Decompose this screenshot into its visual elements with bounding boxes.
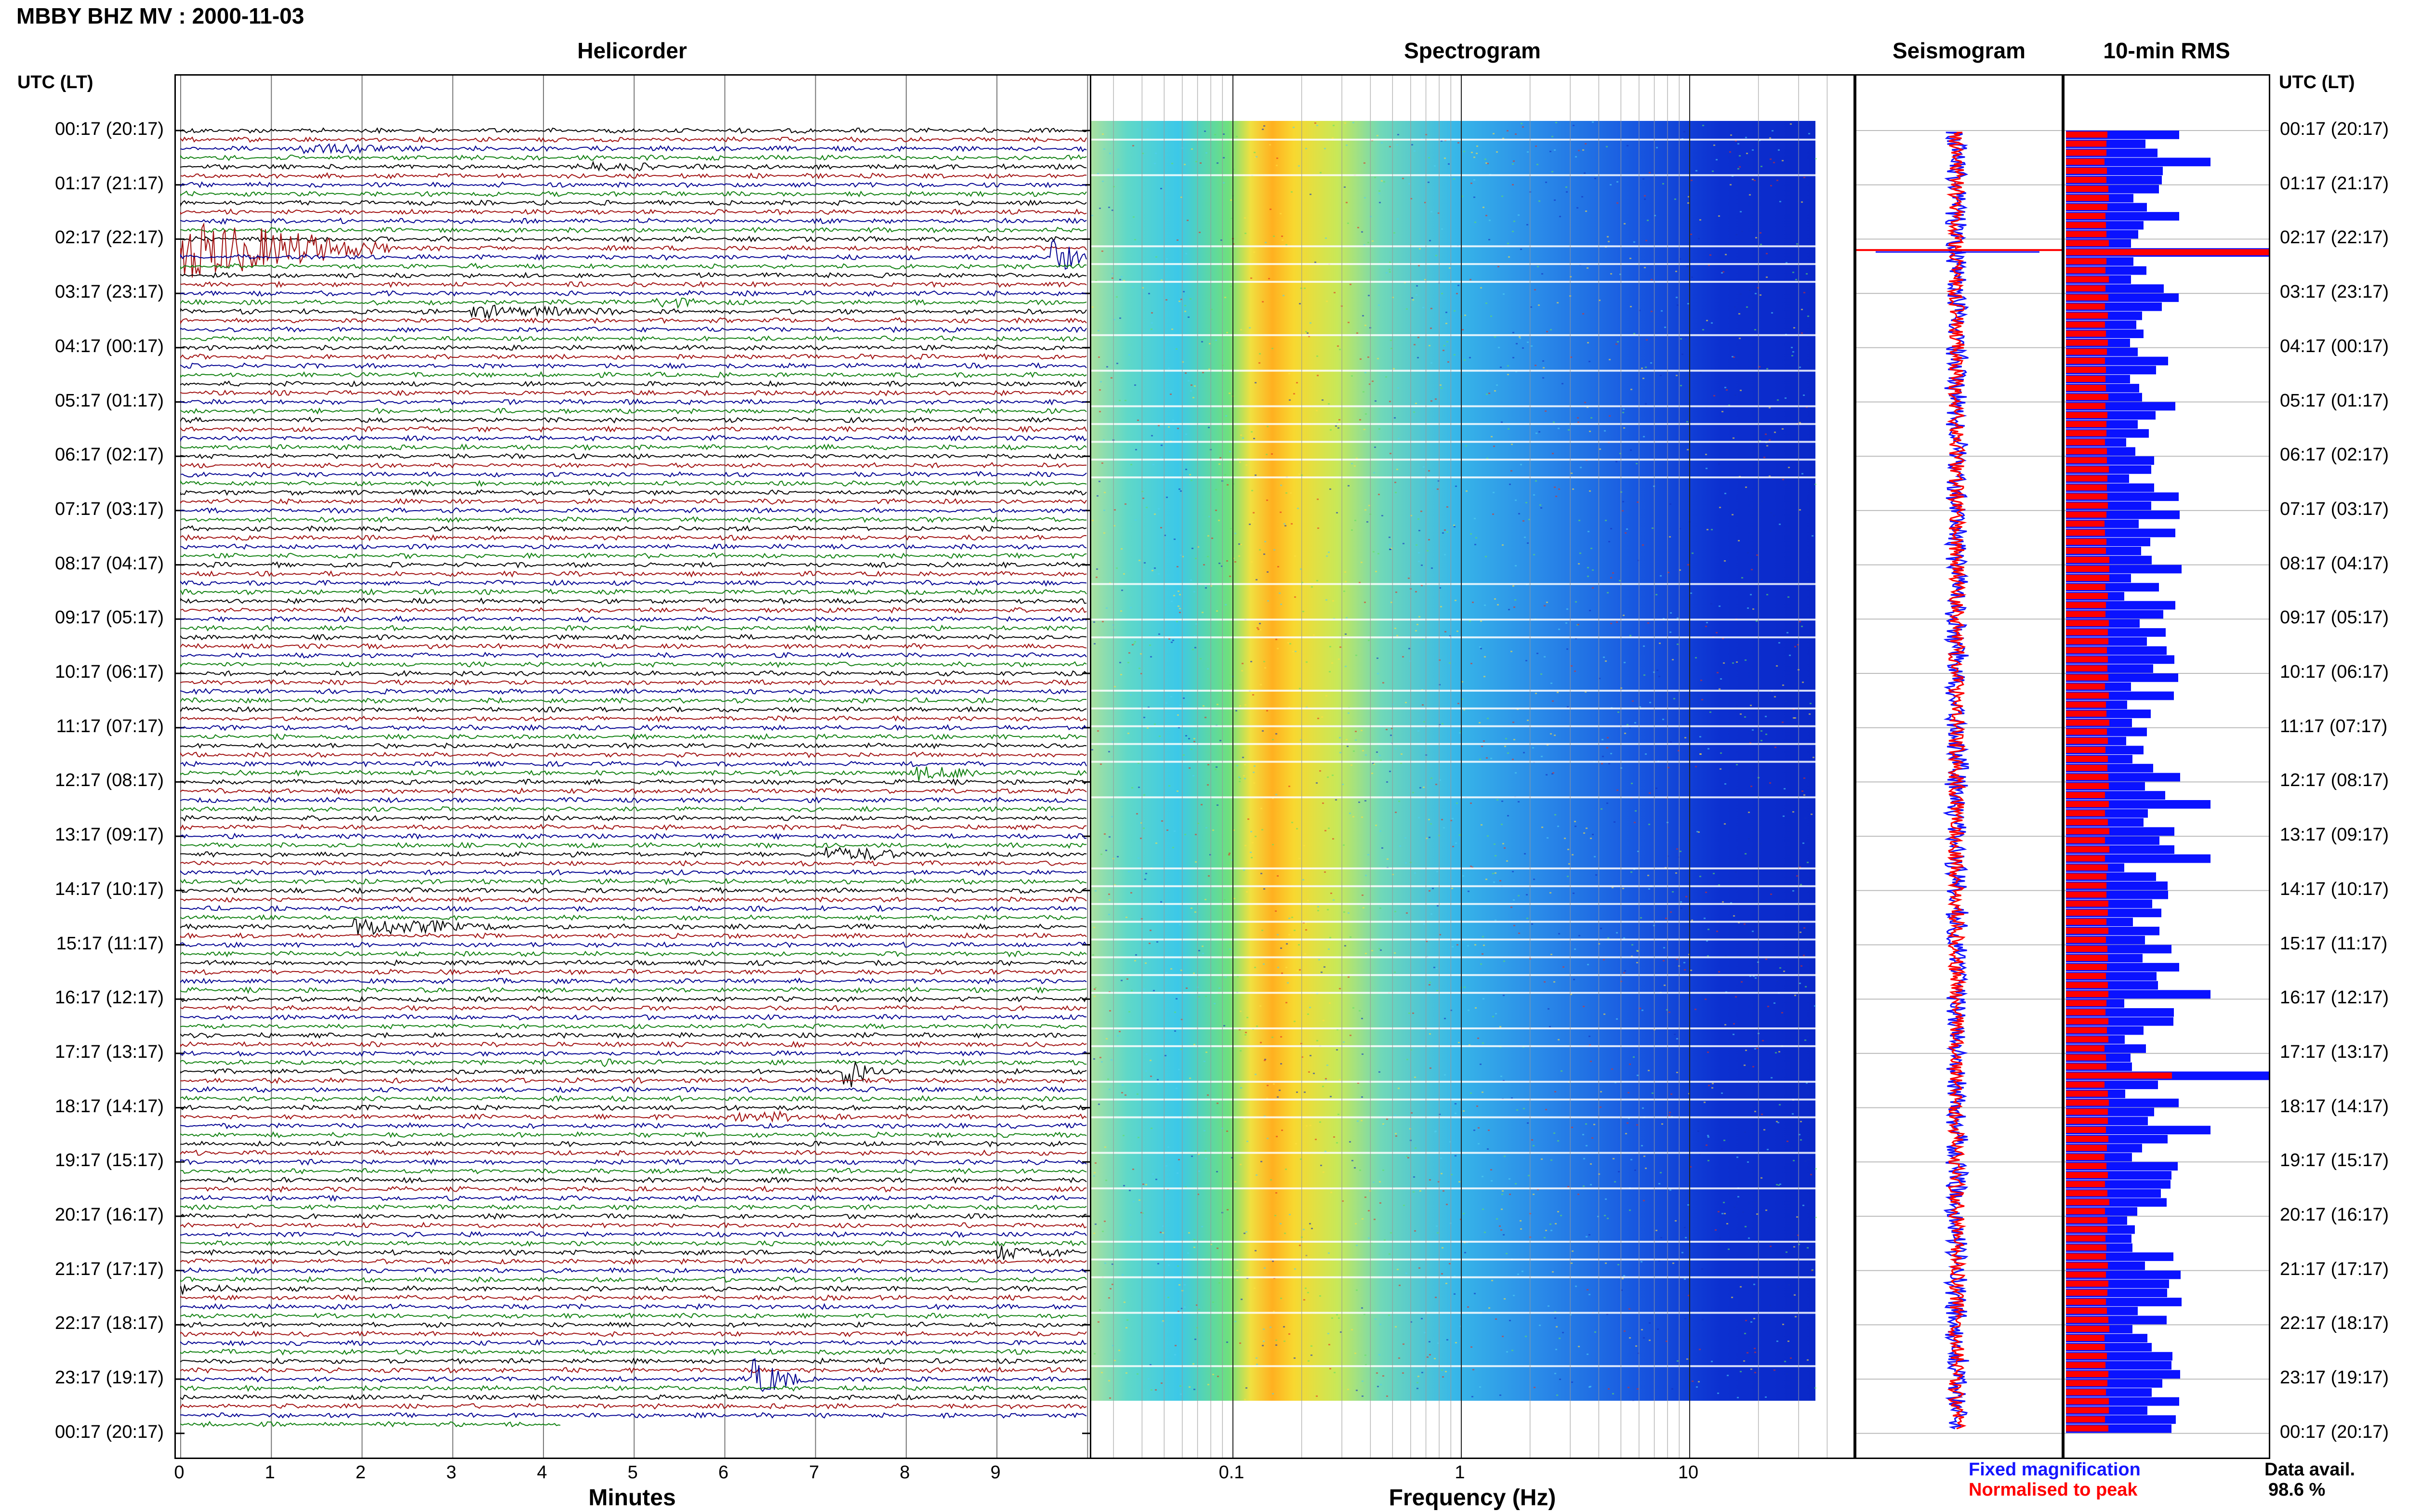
- seismogram-title: Seismogram: [1892, 38, 2026, 63]
- right-time-label: 01:17 (21:17): [2280, 173, 2389, 194]
- right-time-label: 19:17 (15:17): [2280, 1150, 2389, 1171]
- right-time-label: 06:17 (02:17): [2280, 445, 2389, 465]
- left-time-label: 03:17 (23:17): [54, 282, 164, 302]
- spectrogram-panel: [1090, 74, 1855, 1459]
- frequency-tick-label: 1: [1455, 1462, 1465, 1483]
- left-time-label: 22:17 (18:17): [54, 1313, 164, 1334]
- left-time-label: 19:17 (15:17): [54, 1150, 164, 1171]
- minute-tick-label: 7: [809, 1462, 820, 1483]
- left-time-label: 08:17 (04:17): [54, 553, 164, 574]
- frequency-tick-label: 10: [1678, 1462, 1699, 1483]
- left-time-label: 15:17 (11:17): [56, 933, 164, 954]
- right-time-label: 14:17 (10:17): [2280, 879, 2389, 899]
- right-time-label: 08:17 (04:17): [2280, 553, 2389, 574]
- left-time-label: 02:17 (22:17): [54, 227, 164, 248]
- left-time-label: 21:17 (17:17): [54, 1259, 164, 1279]
- left-time-label: 14:17 (10:17): [54, 879, 164, 899]
- minute-tick-label: 4: [537, 1462, 547, 1483]
- right-time-label: 16:17 (12:17): [2280, 987, 2389, 1008]
- left-time-label: 06:17 (02:17): [54, 445, 164, 465]
- frequency-tick-label: 0.1: [1218, 1462, 1244, 1483]
- spectrogram-title: Spectrogram: [1404, 38, 1541, 63]
- seismogram-panel: [1855, 74, 2063, 1459]
- right-time-label: 09:17 (05:17): [2280, 607, 2389, 628]
- minute-tick-label: 9: [990, 1462, 1001, 1483]
- minute-tick-label: 0: [174, 1462, 185, 1483]
- left-time-label: 05:17 (01:17): [54, 390, 164, 411]
- left-time-label: 07:17 (03:17): [54, 499, 164, 519]
- right-time-label: 03:17 (23:17): [2280, 282, 2389, 302]
- right-time-label: 04:17 (00:17): [2280, 336, 2389, 356]
- spectrogram-image: [1091, 76, 1828, 1458]
- left-time-label: 04:17 (00:17): [54, 336, 164, 356]
- seismogram-trace: [1856, 130, 2062, 1434]
- rms-panel: [2063, 74, 2270, 1459]
- spectrogram-xlabel: Frequency (Hz): [1389, 1485, 1556, 1511]
- helicorder-traces: [176, 76, 1091, 1458]
- right-time-label: 00:17 (20:17): [2280, 119, 2389, 139]
- minute-tick-label: 5: [627, 1462, 638, 1483]
- right-time-label: 22:17 (18:17): [2280, 1313, 2389, 1334]
- right-time-label: 07:17 (03:17): [2280, 499, 2389, 519]
- rms-bars: [2065, 130, 2269, 1434]
- right-time-label: 05:17 (01:17): [2280, 390, 2389, 411]
- page-title: MBBY BHZ MV : 2000-11-03: [16, 3, 304, 28]
- right-time-label: 02:17 (22:17): [2280, 227, 2389, 248]
- minute-tick-label: 2: [355, 1462, 366, 1483]
- rms-title: 10-min RMS: [2103, 38, 2230, 63]
- right-time-label: 18:17 (14:17): [2280, 1096, 2389, 1117]
- right-time-label: 11:17 (07:17): [2280, 716, 2388, 736]
- right-time-label: 23:17 (19:17): [2280, 1367, 2389, 1388]
- left-time-label: 17:17 (13:17): [54, 1041, 164, 1062]
- left-time-label: 13:17 (09:17): [54, 825, 164, 845]
- left-time-label: 23:17 (19:17): [54, 1367, 164, 1388]
- left-time-label: 16:17 (12:17): [54, 987, 164, 1008]
- minute-tick-label: 6: [718, 1462, 728, 1483]
- left-time-label: 12:17 (08:17): [54, 770, 164, 791]
- left-time-label: 00:17 (20:17): [54, 119, 164, 139]
- right-time-axis: 00:17 (20:17) 01:17 (21:17) 02:17 (22:17) 0…: [2270, 0, 2409, 1512]
- helicorder-panel: [174, 74, 1092, 1459]
- data-avail-label: Data avail.: [2264, 1459, 2355, 1480]
- right-time-label: 12:17 (08:17): [2280, 770, 2389, 791]
- left-time-label: 11:17 (07:17): [56, 716, 164, 736]
- left-time-label: 18:17 (14:17): [54, 1096, 164, 1117]
- utc-header-left: UTC (LT): [17, 72, 93, 92]
- left-time-label: 10:17 (06:17): [54, 662, 164, 682]
- right-time-label: 15:17 (11:17): [2280, 933, 2388, 954]
- right-time-label: 20:17 (16:17): [2280, 1205, 2389, 1225]
- helicorder-xlabel: Minutes: [588, 1485, 676, 1511]
- right-time-label: 10:17 (06:17): [2280, 662, 2389, 682]
- utc-header-right: UTC (LT): [2279, 72, 2355, 92]
- right-time-label: 21:17 (17:17): [2280, 1259, 2389, 1279]
- data-avail-value: 98.6 %: [2268, 1480, 2326, 1500]
- legend-fixed-magnification: Fixed magnification: [1969, 1459, 2141, 1480]
- frequency-tick-labels: 0.1 1 10: [1090, 1459, 1855, 1488]
- helicorder-title: Helicorder: [577, 38, 687, 63]
- left-time-label: 00:17 (20:17): [54, 1421, 164, 1442]
- left-time-label: 09:17 (05:17): [54, 607, 164, 628]
- right-time-label: 00:17 (20:17): [2280, 1421, 2389, 1442]
- legend-normalised-to-peak: Normalised to peak: [1969, 1480, 2138, 1500]
- right-time-label: 17:17 (13:17): [2280, 1041, 2389, 1062]
- minute-tick-label: 8: [900, 1462, 910, 1483]
- minute-tick-label: 1: [265, 1462, 275, 1483]
- left-time-label: 20:17 (16:17): [54, 1205, 164, 1225]
- minute-tick-labels: 0 1 2 3 4 5 6 7 8 9: [0, 1459, 1108, 1488]
- right-time-label: 13:17 (09:17): [2280, 825, 2389, 845]
- minute-tick-label: 3: [446, 1462, 457, 1483]
- left-time-label: 01:17 (21:17): [54, 173, 164, 194]
- left-time-axis: 00:17 (20:17) 01:17 (21:17) 02:17 (22:17) 0…: [0, 0, 174, 1512]
